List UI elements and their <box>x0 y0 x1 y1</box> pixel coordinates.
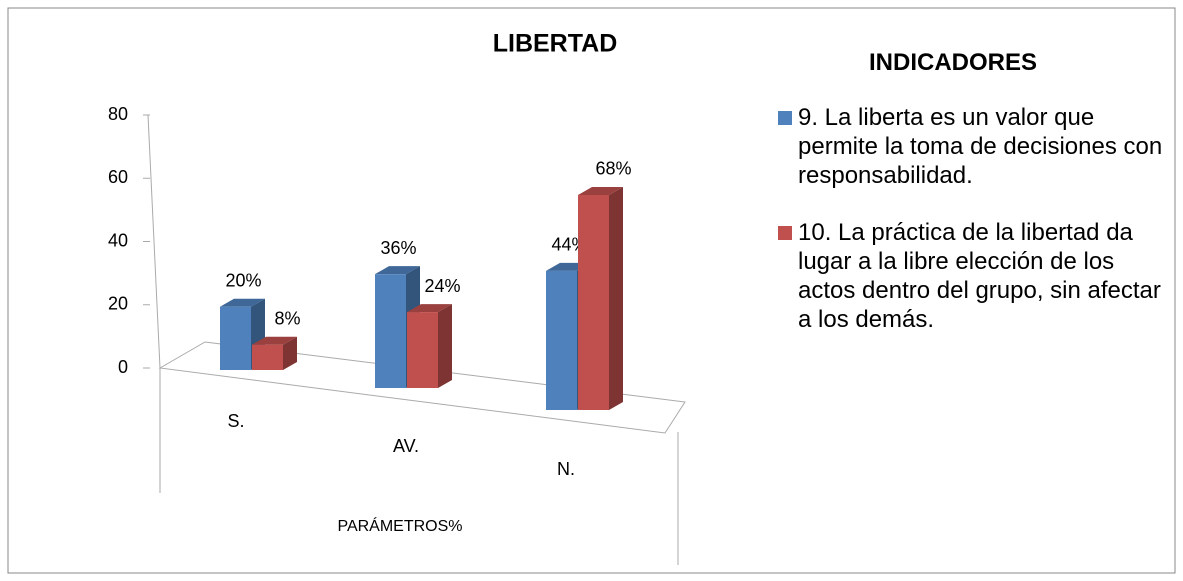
y-tick-label: 20 <box>108 294 128 314</box>
legend-swatch <box>778 226 792 240</box>
bar-top <box>578 186 623 195</box>
bar <box>578 186 623 410</box>
bar-top <box>220 298 265 307</box>
x-tick-label: AV. <box>393 436 419 456</box>
bar-side <box>438 304 452 388</box>
y-tick-label: 0 <box>118 357 128 377</box>
legend-label: 9. La liberta es un valor que permite la… <box>798 104 1163 189</box>
bar-front <box>252 344 283 370</box>
chart-title: LIBERTAD <box>493 30 618 58</box>
legend-title: INDICADORES <box>868 49 1037 76</box>
y-axis <box>147 114 161 369</box>
floor <box>158 341 686 434</box>
x-tick-label: N. <box>557 459 575 479</box>
data-label: 36% <box>380 238 416 258</box>
legend-item: 10. La práctica de la libertad da lugar … <box>778 218 1168 334</box>
legend: INDICADORES 9. La liberta es un valor qu… <box>778 48 1168 362</box>
y-tick-label: 60 <box>108 167 128 187</box>
data-label: 68% <box>595 159 631 179</box>
border <box>7 7 1176 574</box>
y-tick-label: 80 <box>108 104 128 124</box>
legend-item: 9. La liberta es un valor que permite la… <box>778 103 1168 190</box>
y-tick-label: 40 <box>108 230 128 250</box>
legend-swatch <box>778 111 792 125</box>
data-label: 20% <box>225 271 261 291</box>
x-axis-title: PARÁMETROS% <box>337 516 462 535</box>
legend-label: 10. La práctica de la libertad da lugar … <box>798 219 1161 333</box>
bar-side <box>609 186 623 410</box>
bar-front <box>220 306 251 370</box>
bar-front <box>578 194 609 410</box>
bar-side <box>283 336 297 370</box>
x-tick-label: S. <box>227 411 244 431</box>
bar-front <box>407 312 438 388</box>
bar-front <box>546 270 577 410</box>
bar-top <box>252 336 297 345</box>
bar-top <box>375 266 420 275</box>
bar-top <box>407 304 452 313</box>
bar-front <box>375 274 406 388</box>
data-label: 8% <box>274 308 300 328</box>
bar <box>407 304 452 388</box>
bar <box>252 336 297 370</box>
data-label: 24% <box>424 276 460 296</box>
